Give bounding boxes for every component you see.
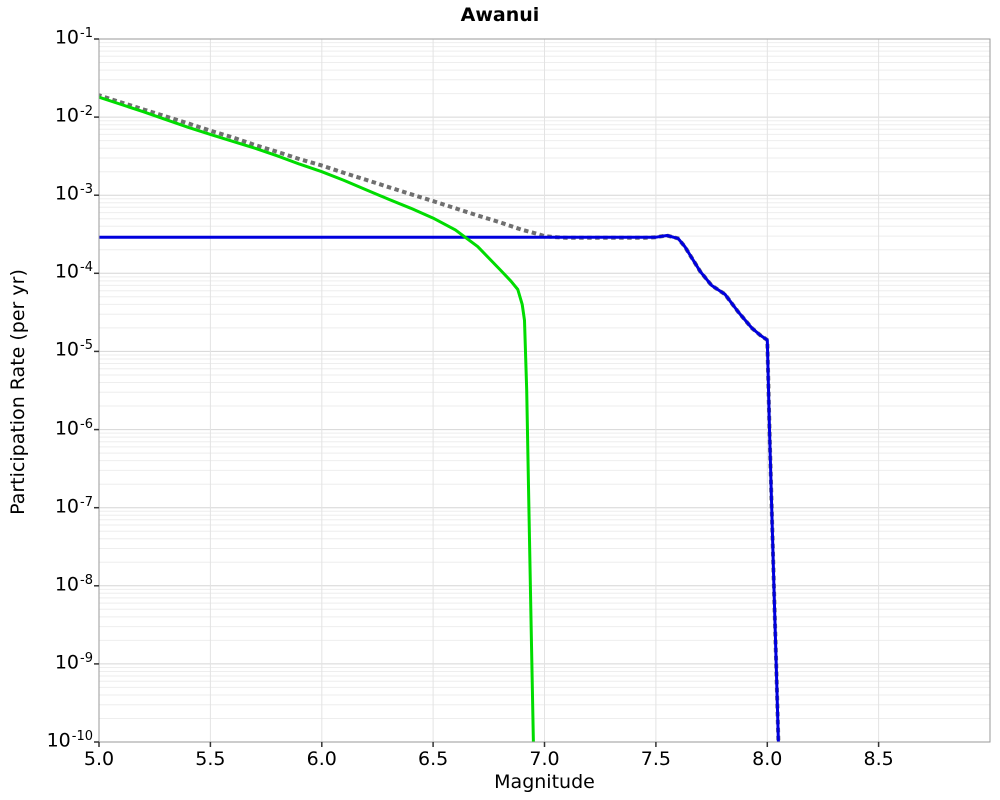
series-green-solid-line [99, 95, 535, 742]
tick-marks [94, 38, 880, 747]
y-tick-label: 10-3 [54, 182, 93, 205]
y-tick-label: 10-10 [46, 729, 93, 752]
x-tick-label: 7.5 [640, 748, 671, 770]
chart-title: Awanui [460, 4, 540, 26]
series-group [99, 93, 781, 742]
major-gridlines [99, 116, 990, 665]
x-tick-label: 8.0 [752, 748, 783, 770]
y-tick-label: 10-5 [54, 338, 93, 361]
y-tick-label: 10-8 [54, 572, 93, 596]
y-tick-label: 10-4 [54, 260, 93, 283]
y-tick-label: 10-1 [54, 26, 93, 49]
x-tick-label: 6.0 [306, 748, 337, 770]
y-tick-label: 10-9 [54, 650, 93, 674]
x-tick-label: 7.0 [529, 748, 560, 770]
x-axis-label: Magnitude [494, 771, 595, 793]
y-tick-label: 10-2 [54, 104, 93, 127]
y-axis-label: Participation Rate (per yr) [7, 269, 29, 515]
x-tick-label: 5.5 [195, 748, 226, 770]
x-tick-label: 5.0 [83, 748, 115, 770]
series-blue-solid-line [99, 234, 780, 742]
vertical-gridlines [209, 39, 880, 742]
x-tick-label: 8.5 [863, 748, 894, 770]
x-tick-label: 6.5 [418, 748, 449, 770]
y-tick-label: 10-7 [54, 494, 93, 517]
y-tick-label: 10-6 [54, 416, 93, 439]
